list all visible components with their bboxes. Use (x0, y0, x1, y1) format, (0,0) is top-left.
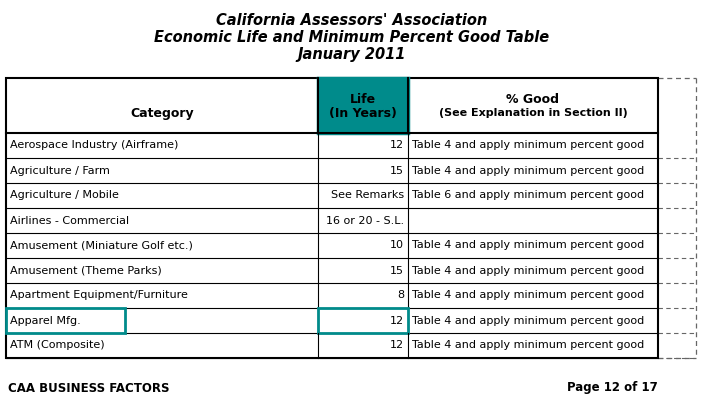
Bar (318, 78, 408, 133)
Text: Table 4 and apply minimum percent good: Table 4 and apply minimum percent good (412, 140, 644, 150)
Bar (6, 78, 658, 358)
Text: 12: 12 (390, 340, 404, 351)
Text: Table 4 and apply minimum percent good: Table 4 and apply minimum percent good (412, 166, 644, 176)
Text: Table 4 and apply minimum percent good: Table 4 and apply minimum percent good (412, 266, 644, 275)
Text: Life: Life (350, 93, 376, 106)
Bar (318, 78, 408, 133)
Text: Page 12 of 17: Page 12 of 17 (567, 382, 658, 394)
Text: ATM (Composite): ATM (Composite) (10, 340, 105, 351)
Text: Apartment Equipment/Furniture: Apartment Equipment/Furniture (10, 290, 188, 301)
Text: Table 4 and apply minimum percent good: Table 4 and apply minimum percent good (412, 316, 644, 325)
Text: Table 6 and apply minimum percent good: Table 6 and apply minimum percent good (412, 190, 644, 200)
Text: 8: 8 (397, 290, 404, 301)
Text: 15: 15 (390, 166, 404, 176)
Bar (6, 308, 124, 333)
Text: Aerospace Industry (Airframe): Aerospace Industry (Airframe) (10, 140, 179, 150)
Text: Agriculture / Mobile: Agriculture / Mobile (10, 190, 119, 200)
Text: Economic Life and Minimum Percent Good Table: Economic Life and Minimum Percent Good T… (154, 30, 549, 45)
Text: Table 4 and apply minimum percent good: Table 4 and apply minimum percent good (412, 240, 644, 251)
Text: (In Years): (In Years) (329, 107, 397, 120)
Text: Airlines - Commercial: Airlines - Commercial (10, 216, 129, 225)
Text: Agriculture / Farm: Agriculture / Farm (10, 166, 110, 176)
Text: Table 4 and apply minimum percent good: Table 4 and apply minimum percent good (412, 290, 644, 301)
Text: Table 4 and apply minimum percent good: Table 4 and apply minimum percent good (412, 340, 644, 351)
Text: See Remarks: See Remarks (331, 190, 404, 200)
Text: 10: 10 (390, 240, 404, 251)
Text: (See Explanation in Section II): (See Explanation in Section II) (439, 109, 627, 119)
Text: 12: 12 (390, 140, 404, 150)
Text: Category: Category (130, 107, 194, 120)
Text: Amusement (Miniature Golf etc.): Amusement (Miniature Golf etc.) (10, 240, 193, 251)
Text: CAA BUSINESS FACTORS: CAA BUSINESS FACTORS (8, 382, 169, 394)
Text: January 2011: January 2011 (297, 47, 406, 62)
Text: Amusement (Theme Parks): Amusement (Theme Parks) (10, 266, 162, 275)
Text: 12: 12 (390, 316, 404, 325)
Text: 15: 15 (390, 266, 404, 275)
Bar (318, 308, 408, 333)
Text: 16 or 20 - S.L.: 16 or 20 - S.L. (326, 216, 404, 225)
Text: California Assessors' Association: California Assessors' Association (216, 13, 487, 28)
Text: Apparel Mfg.: Apparel Mfg. (10, 316, 81, 325)
Text: % Good: % Good (506, 93, 560, 106)
